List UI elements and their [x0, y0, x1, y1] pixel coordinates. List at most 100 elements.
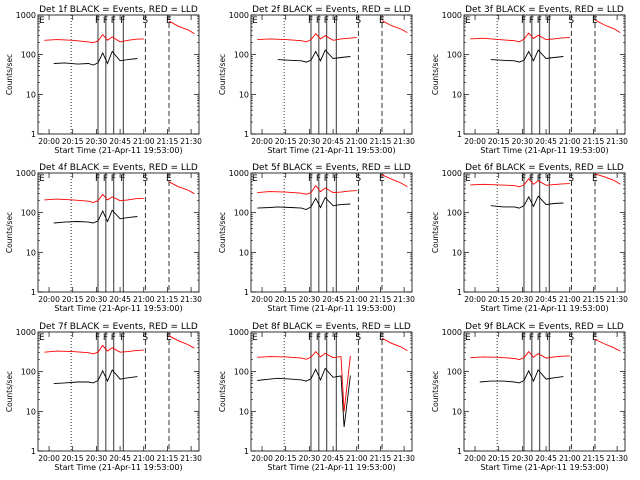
x-axis-label: Start Time (21-Apr-11 19:53:00): [267, 146, 395, 155]
flare-marker-label: F: [333, 16, 338, 26]
plot-frame: [463, 172, 626, 293]
panel-title: Det 6f BLACK = Events, RED = LLD: [465, 163, 624, 173]
x-tick-label: 21:30: [180, 295, 202, 304]
x-axis-label: Start Time (21-Apr-11 19:53:00): [54, 463, 182, 472]
events-series-line: [277, 49, 351, 63]
start-marker-label: S: [355, 16, 361, 26]
panel-title: Det 8f BLACK = Events, RED = LLD: [252, 322, 411, 332]
flare-marker-label: F: [546, 16, 551, 26]
x-axis-label: Start Time (21-Apr-11 19:53:00): [480, 146, 608, 155]
panel-det-4: Det 4f BLACK = Events, RED = LLD 1 10 100 10…: [5, 163, 202, 313]
y-tick-label: 1: [244, 447, 249, 456]
panel-title: Det 3f BLACK = Events, RED = LLD: [465, 5, 624, 15]
start-marker-label: S: [568, 16, 574, 26]
y-tick-label: 1000: [442, 11, 462, 20]
y-tick-label: 1000: [229, 328, 249, 337]
x-tick-label: 21:15: [583, 454, 605, 463]
x-tick-label: 21:00: [133, 295, 155, 304]
x-tick-label: 20:15: [488, 295, 510, 304]
x-tick-label: 20:15: [275, 137, 297, 146]
flare-marker-label: F: [95, 16, 100, 26]
y-tick-label: 100: [447, 51, 462, 60]
events-series-line: [257, 196, 351, 210]
y-tick-label: 1: [31, 447, 36, 456]
y-tick-label: 10: [452, 248, 462, 257]
x-tick-label: 21:30: [606, 137, 628, 146]
lld-series-line: [44, 344, 144, 355]
plot-frame: [37, 14, 200, 135]
flare-marker-label: F: [111, 333, 116, 343]
events-series-line: [53, 369, 138, 385]
y-axis-label: Counts/sec: [431, 371, 440, 412]
y-tick-label: 10: [452, 407, 462, 416]
x-axis-label: Start Time (21-Apr-11 19:53:00): [54, 304, 182, 313]
x-axis-label: Start Time (21-Apr-11 19:53:00): [480, 304, 608, 313]
y-tick-label: 10: [452, 90, 462, 99]
panel-det-3: Det 3f BLACK = Events, RED = LLD 1 10 100 10…: [431, 5, 628, 155]
x-tick-label: 21:00: [346, 137, 368, 146]
y-axis-label: Counts/sec: [431, 54, 440, 95]
flare-marker-label: F: [120, 16, 125, 26]
y-tick-label: 1000: [16, 169, 36, 178]
y-axis-label: Counts/sec: [5, 371, 14, 412]
lld-series-line: [168, 20, 195, 34]
panel-det-2: Det 2f BLACK = Events, RED = LLD 1 10 100 10…: [218, 5, 415, 155]
events-series-line: [479, 369, 564, 384]
panel-det-5: Det 5f BLACK = Events, RED = LLD 1 10 100 10…: [218, 163, 415, 313]
y-tick-label: 100: [234, 51, 249, 60]
x-tick-label: 20:15: [275, 295, 297, 304]
y-tick-label: 100: [21, 51, 36, 60]
y-tick-label: 1000: [442, 328, 462, 337]
end-marker-label: E: [252, 16, 258, 26]
x-tick-label: 20:15: [275, 454, 297, 463]
flare-marker-label: F: [308, 16, 313, 26]
start-marker-label: S: [142, 174, 148, 184]
lld-series-line: [381, 174, 408, 188]
start-marker-label: S: [142, 16, 148, 26]
x-axis-label: Start Time (21-Apr-11 19:53:00): [480, 463, 608, 472]
flare-marker-label: F: [120, 174, 125, 184]
y-tick-label: 1000: [16, 328, 36, 337]
x-tick-label: 21:30: [606, 295, 628, 304]
x-tick-label: 21:00: [559, 137, 581, 146]
lld-series-line: [168, 335, 195, 349]
x-axis-label: Start Time (21-Apr-11 19:53:00): [267, 463, 395, 472]
flare-marker-label: F: [521, 333, 526, 343]
x-tick-label: 20:30: [512, 454, 534, 463]
y-tick-label: 1: [31, 288, 36, 297]
end-marker-label: E: [379, 333, 385, 343]
plot-frame: [37, 331, 200, 452]
x-tick-label: 20:00: [38, 295, 60, 304]
end-marker-label: E: [592, 16, 598, 26]
lld-series-line: [470, 350, 570, 361]
x-tick-label: 21:00: [133, 137, 155, 146]
events-series-line: [53, 50, 138, 66]
panel-det-1: Det 1f BLACK = Events, RED = LLD 1 10 100 10…: [5, 5, 202, 155]
y-tick-label: 10: [239, 248, 249, 257]
lld-series-line: [594, 338, 621, 352]
end-marker-label: E: [465, 174, 471, 184]
x-tick-label: 20:00: [464, 137, 486, 146]
end-marker-label: E: [379, 174, 385, 184]
x-tick-label: 20:45: [109, 137, 131, 146]
flare-marker-label: F: [103, 174, 108, 184]
x-tick-label: 20:45: [535, 137, 557, 146]
x-tick-label: 21:15: [583, 295, 605, 304]
y-axis-label: Counts/sec: [218, 371, 227, 412]
x-tick-label: 21:30: [606, 454, 628, 463]
events-series-line: [490, 49, 564, 63]
start-marker-label: S: [355, 333, 361, 343]
flare-marker-label: F: [546, 174, 551, 184]
y-tick-label: 1000: [442, 169, 462, 178]
end-marker-label: E: [39, 16, 45, 26]
flare-marker-label: F: [111, 174, 116, 184]
lld-series-line: [257, 32, 357, 43]
lld-series-line: [381, 20, 408, 33]
x-axis-label: Start Time (21-Apr-11 19:53:00): [54, 146, 182, 155]
flare-marker-label: F: [103, 16, 108, 26]
flare-marker-label: F: [103, 333, 108, 343]
lld-series-line: [594, 173, 621, 185]
y-tick-label: 1: [457, 130, 462, 139]
x-tick-label: 20:30: [86, 454, 108, 463]
flare-marker-label: F: [95, 333, 100, 343]
